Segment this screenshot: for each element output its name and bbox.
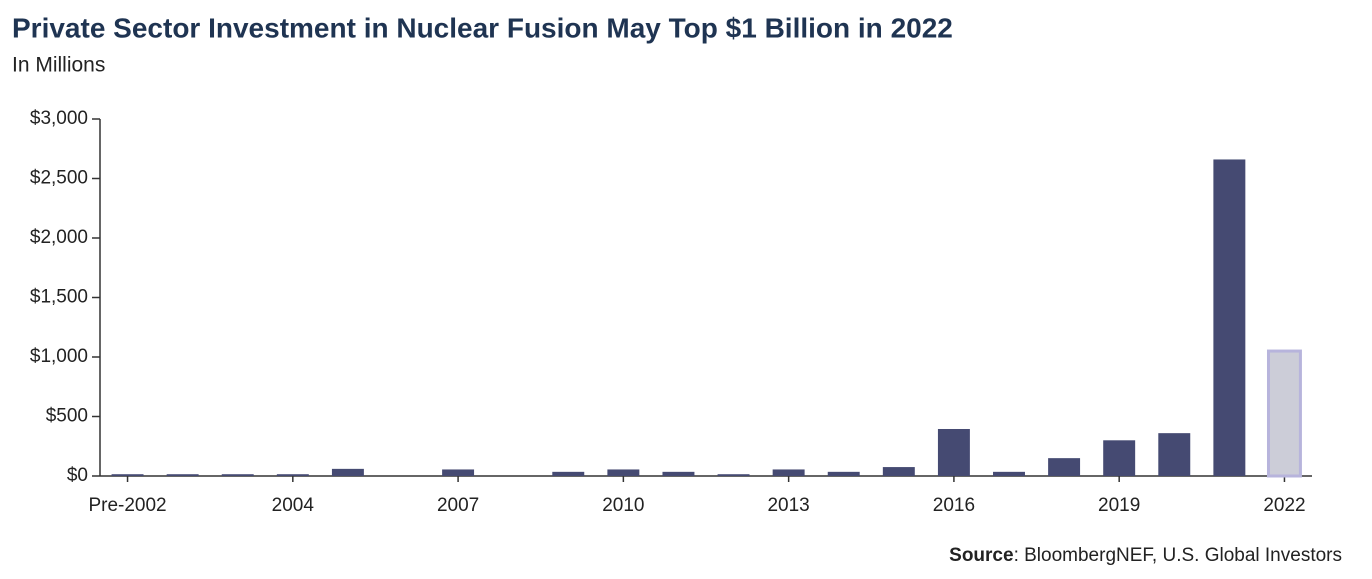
source-text: : BloombergNEF, U.S. Global Investors <box>1014 545 1342 566</box>
bar <box>221 474 254 476</box>
bar <box>166 474 199 476</box>
bar <box>662 471 695 476</box>
chart-title: Private Sector Investment in Nuclear Fus… <box>12 12 953 43</box>
bar <box>937 428 970 476</box>
bar <box>607 469 640 476</box>
source-note: Source: BloombergNEF, U.S. Global Invest… <box>949 545 1342 566</box>
y-tick-label: $2,000 <box>30 227 88 248</box>
bar <box>717 474 750 476</box>
bar <box>827 471 860 476</box>
source-label: Source <box>949 545 1013 566</box>
x-tick-label: 2016 <box>933 495 975 516</box>
y-tick-label: $1,000 <box>30 346 88 367</box>
y-tick-label: $500 <box>46 406 88 427</box>
bar <box>882 467 915 476</box>
y-tick-label: $1,500 <box>30 287 88 308</box>
x-tick-label: 2013 <box>767 495 809 516</box>
bar <box>1266 349 1302 478</box>
x-tick-label: Pre-2002 <box>88 495 166 516</box>
chart-subtitle: In Millions <box>12 54 105 77</box>
bar <box>552 471 585 476</box>
bar <box>993 471 1025 476</box>
bar <box>1103 440 1136 476</box>
bar <box>111 474 144 476</box>
x-tick-label: 2010 <box>602 495 644 516</box>
y-tick-label: $0 <box>67 465 88 486</box>
bar <box>1213 159 1246 476</box>
y-tick-label: $3,000 <box>30 108 88 129</box>
x-tick-label: 2022 <box>1263 495 1305 516</box>
bar <box>772 469 805 476</box>
x-tick-label: 2004 <box>272 495 315 516</box>
bar <box>442 469 475 476</box>
bar <box>331 468 364 476</box>
y-tick-label: $2,500 <box>30 168 88 189</box>
x-tick-label: 2019 <box>1098 495 1140 516</box>
x-tick-label: 2007 <box>437 495 479 516</box>
bar <box>1048 458 1081 476</box>
bar <box>276 474 309 476</box>
bar <box>1158 433 1191 476</box>
